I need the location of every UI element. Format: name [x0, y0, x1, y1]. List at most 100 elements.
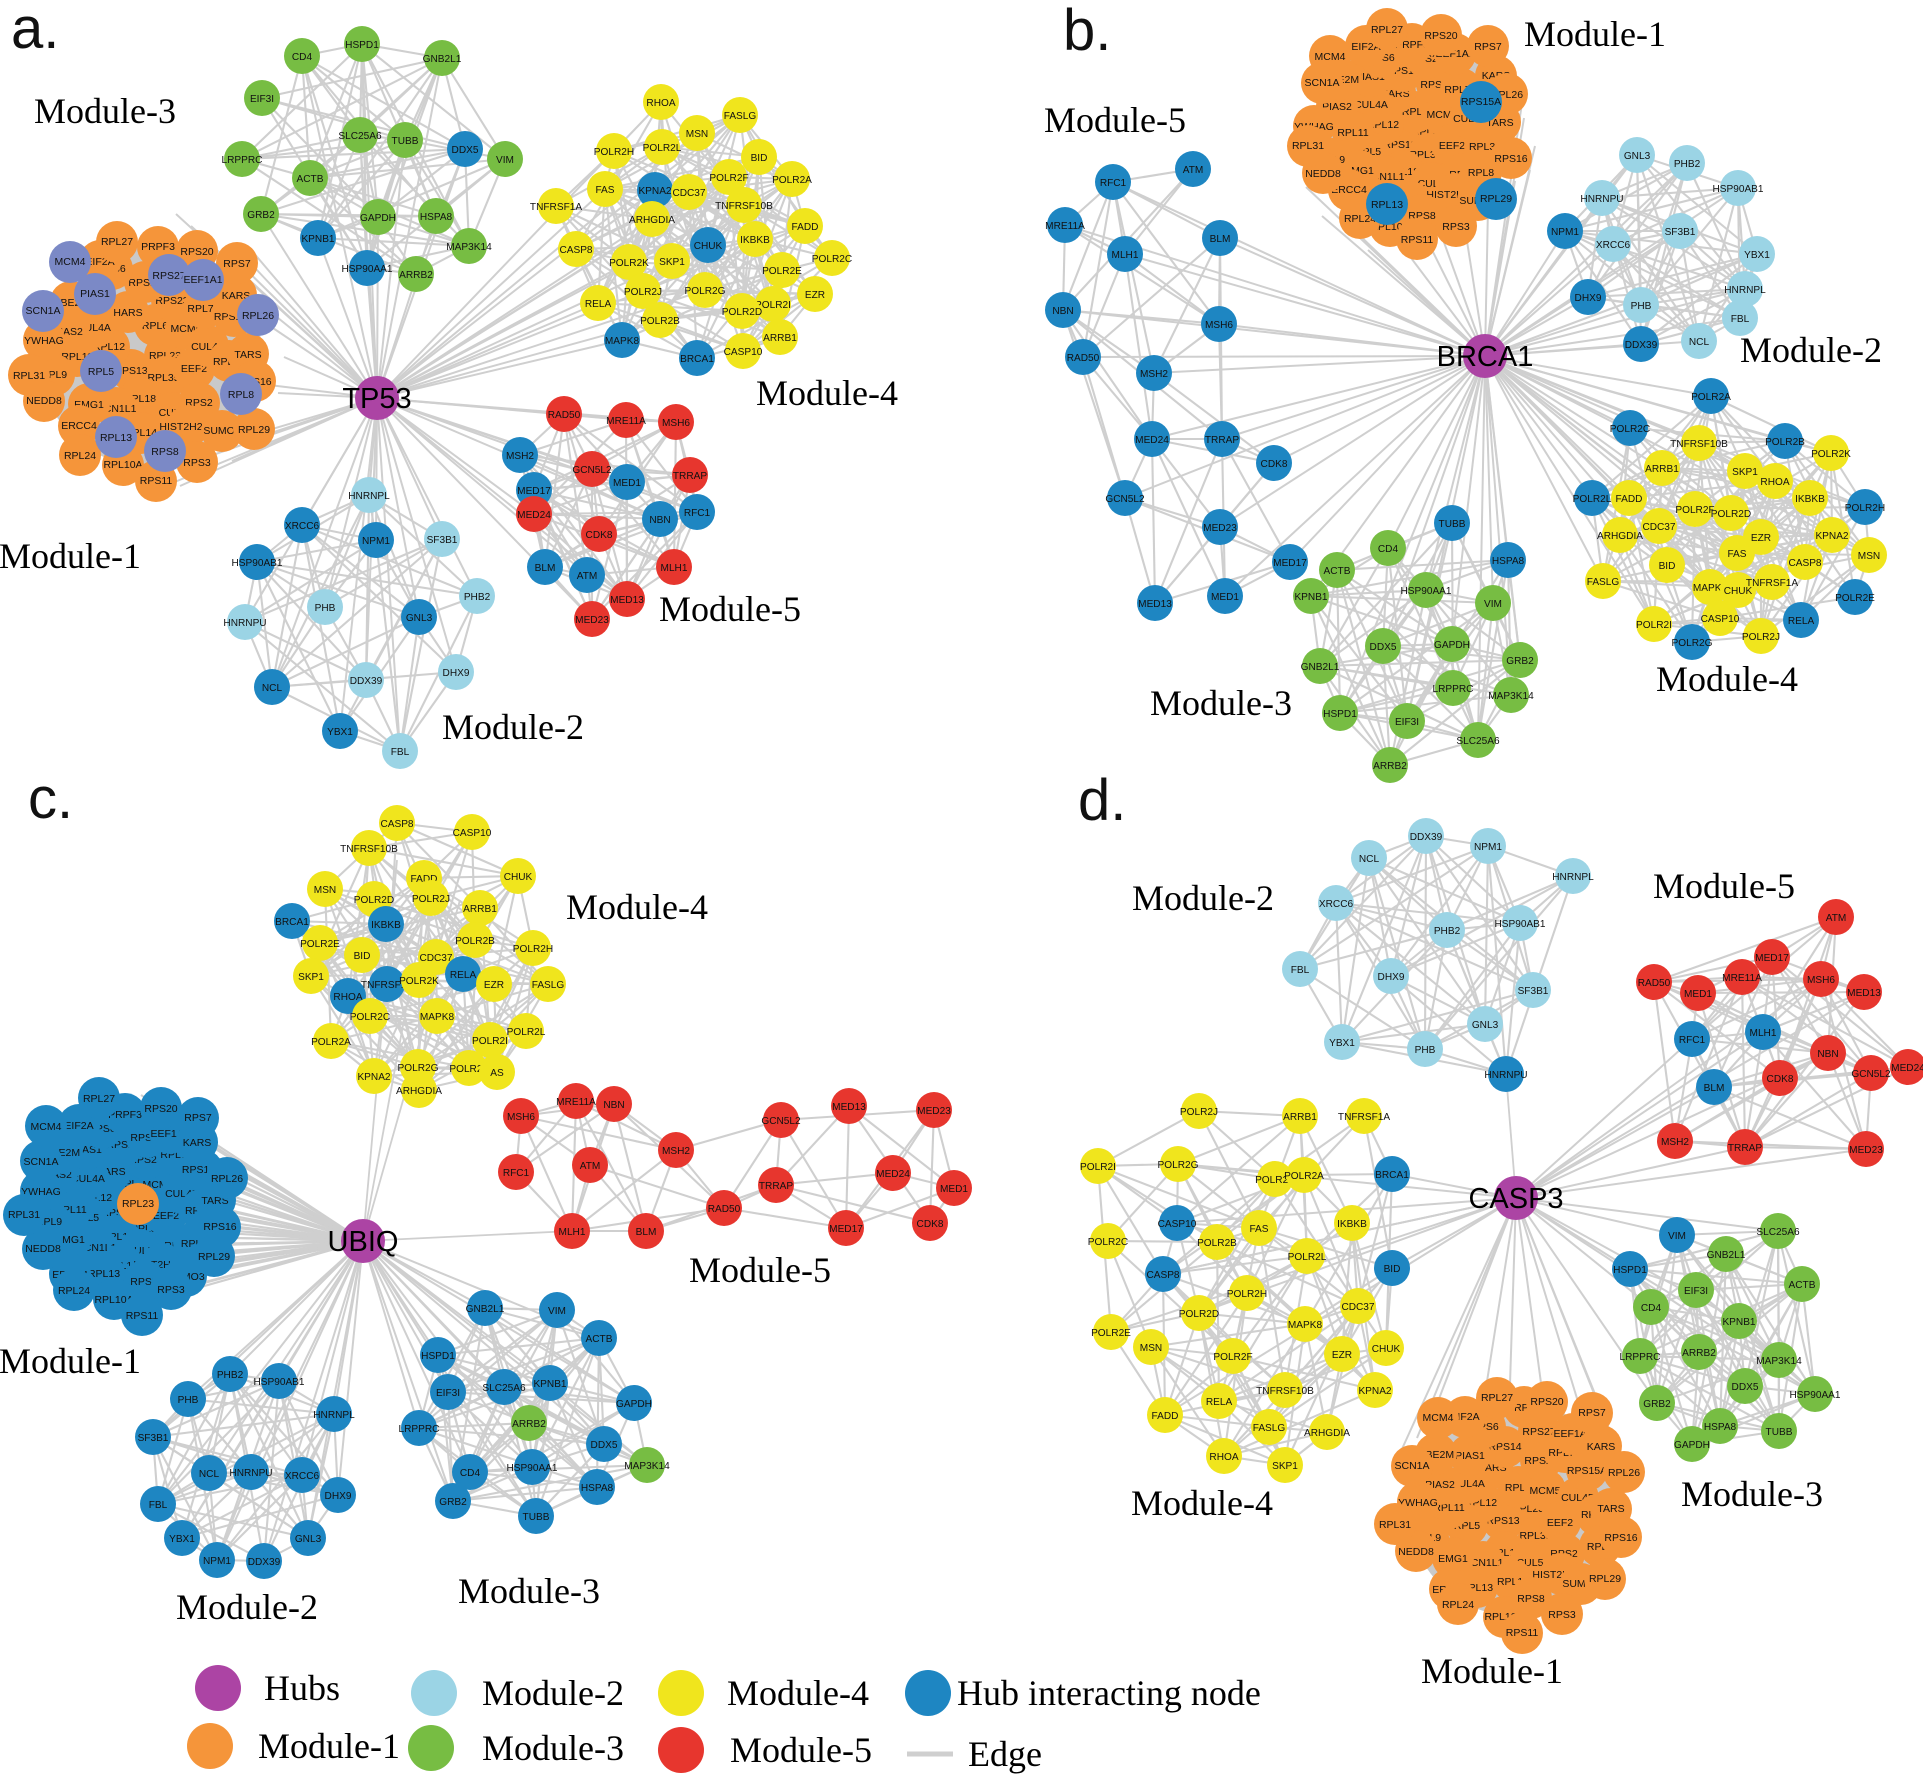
svg-text:RAD50: RAD50	[708, 1204, 741, 1215]
svg-text:FASLG: FASLG	[532, 980, 565, 991]
svg-text:SLC25A6: SLC25A6	[1456, 736, 1500, 747]
svg-text:HSP90AB1: HSP90AB1	[253, 1377, 304, 1388]
svg-text:EEF2: EEF2	[153, 1210, 179, 1222]
svg-text:HNRNPU: HNRNPU	[1580, 194, 1623, 205]
svg-text:RPS13: RPS13	[114, 365, 147, 377]
svg-text:RPL24: RPL24	[1344, 213, 1376, 225]
svg-text:KPNA2: KPNA2	[1358, 1386, 1391, 1397]
svg-text:POLR2K: POLR2K	[609, 258, 649, 269]
svg-text:MED24: MED24	[1891, 1063, 1923, 1074]
svg-text:BID: BID	[354, 951, 371, 962]
svg-text:MED1: MED1	[1211, 592, 1239, 603]
svg-text:SF3B1: SF3B1	[138, 1433, 169, 1444]
svg-text:PIAS2: PIAS2	[1322, 101, 1352, 113]
svg-text:MRE11A: MRE11A	[1045, 221, 1085, 232]
svg-text:BLM: BLM	[535, 563, 556, 574]
svg-text:FAS: FAS	[1727, 549, 1746, 560]
svg-text:VIM: VIM	[548, 1306, 566, 1317]
svg-text:KPNB1: KPNB1	[1722, 1317, 1755, 1328]
svg-text:NPM1: NPM1	[1551, 227, 1579, 238]
svg-text:HSP90AB1: HSP90AB1	[1712, 184, 1763, 195]
svg-text:ATM: ATM	[580, 1161, 601, 1172]
svg-text:FBL: FBL	[1731, 314, 1750, 325]
svg-text:DDX39: DDX39	[1625, 340, 1658, 351]
svg-text:KPNA2: KPNA2	[357, 1072, 390, 1083]
svg-text:MCM4: MCM4	[55, 256, 86, 268]
svg-text:NCL: NCL	[262, 683, 283, 694]
svg-text:POLR2H: POLR2H	[513, 944, 553, 955]
svg-text:RFC1: RFC1	[1100, 178, 1127, 189]
svg-text:EMG1: EMG1	[1438, 1553, 1468, 1565]
svg-text:RPL27: RPL27	[101, 236, 133, 248]
svg-text:POLR2L: POLR2L	[507, 1027, 546, 1038]
svg-text:POLR2E: POLR2E	[762, 266, 802, 277]
svg-text:ARRB2: ARRB2	[512, 1419, 546, 1430]
svg-text:EEF2: EEF2	[181, 363, 207, 375]
svg-text:POLR2E: POLR2E	[1835, 593, 1875, 604]
svg-text:CUL4A: CUL4A	[1354, 99, 1388, 111]
svg-text:PRPF3: PRPF3	[1395, 39, 1429, 51]
svg-text:PRPF3: PRPF3	[141, 241, 175, 253]
svg-text:GAPDH: GAPDH	[1434, 640, 1470, 651]
svg-text:Module-4: Module-4	[1656, 659, 1798, 699]
svg-text:RPS20: RPS20	[144, 1103, 177, 1115]
svg-text:FBL: FBL	[1291, 965, 1310, 976]
svg-text:EIF3I: EIF3I	[1395, 717, 1419, 728]
svg-text:MED17: MED17	[1755, 953, 1789, 964]
svg-text:RPL31: RPL31	[1379, 1519, 1411, 1531]
svg-text:RPS3: RPS3	[1442, 221, 1470, 233]
svg-text:RPL26: RPL26	[211, 1173, 243, 1185]
svg-text:LRPPRC: LRPPRC	[222, 155, 263, 166]
svg-text:RFC1: RFC1	[684, 508, 711, 519]
svg-text:BRCA1: BRCA1	[1437, 341, 1534, 373]
svg-text:ARRB1: ARRB1	[463, 904, 497, 915]
svg-text:HNRNPL: HNRNPL	[1724, 285, 1766, 296]
svg-text:MAPK8: MAPK8	[1288, 1320, 1323, 1331]
svg-text:Module-5: Module-5	[730, 1730, 872, 1770]
svg-text:Hubs: Hubs	[264, 1668, 340, 1708]
svg-text:POLR2D: POLR2D	[354, 895, 394, 906]
svg-text:GCN5L2: GCN5L2	[761, 1116, 801, 1127]
svg-text:ARHGDIA: ARHGDIA	[1597, 531, 1643, 542]
svg-text:EIF3I: EIF3I	[250, 94, 274, 105]
svg-text:RFC1: RFC1	[503, 1168, 530, 1179]
svg-text:TNFRSF1A: TNFRSF1A	[530, 202, 582, 213]
svg-text:Module-2: Module-2	[1132, 878, 1274, 918]
svg-text:RPS23: RPS23	[155, 295, 188, 307]
svg-text:ARRB1: ARRB1	[1645, 464, 1679, 475]
svg-text:MLH1: MLH1	[661, 563, 688, 574]
svg-text:RPS15A: RPS15A	[1461, 96, 1501, 108]
svg-text:HSP90AA1: HSP90AA1	[341, 264, 392, 275]
svg-text:EIF3I: EIF3I	[436, 1388, 460, 1399]
svg-text:HSPA8: HSPA8	[581, 1483, 614, 1494]
svg-text:NBN: NBN	[649, 515, 670, 526]
svg-text:RPS7: RPS7	[223, 258, 251, 270]
svg-text:NEDD8: NEDD8	[1305, 168, 1341, 180]
svg-text:HNRNPU: HNRNPU	[229, 1468, 272, 1479]
svg-text:POLR2C: POLR2C	[812, 254, 852, 265]
svg-text:SUMO3: SUMO3	[203, 425, 241, 437]
svg-text:SF3B1: SF3B1	[1665, 227, 1696, 238]
svg-text:RPS8: RPS8	[1517, 1593, 1545, 1605]
svg-text:SKP1: SKP1	[298, 972, 324, 983]
svg-text:RPS16: RPS16	[1604, 1532, 1637, 1544]
svg-text:Module-3: Module-3	[482, 1728, 624, 1768]
svg-text:POLR2B: POLR2B	[640, 316, 680, 327]
svg-text:RHOA: RHOA	[1760, 477, 1789, 488]
svg-text:CHUK: CHUK	[1372, 1344, 1401, 1355]
svg-text:MAP3K14: MAP3K14	[1756, 1356, 1802, 1367]
svg-text:MED13: MED13	[832, 1102, 866, 1113]
svg-text:MED17: MED17	[1273, 558, 1307, 569]
svg-text:MLH1: MLH1	[1750, 1028, 1777, 1039]
svg-text:HSPD1: HSPD1	[421, 1351, 455, 1362]
svg-text:Module-4: Module-4	[756, 373, 898, 413]
svg-text:CASP8: CASP8	[380, 819, 413, 830]
svg-text:RPS3: RPS3	[1548, 1609, 1576, 1621]
svg-text:TUBB: TUBB	[1439, 519, 1466, 530]
svg-text:POLR2J: POLR2J	[1742, 632, 1780, 643]
svg-text:MAP3K14: MAP3K14	[1488, 691, 1534, 702]
svg-text:KPNB1: KPNB1	[533, 1379, 566, 1390]
svg-text:PHB2: PHB2	[464, 592, 491, 603]
svg-text:IKBKB: IKBKB	[1795, 494, 1825, 505]
svg-text:BRCA1: BRCA1	[275, 917, 309, 928]
